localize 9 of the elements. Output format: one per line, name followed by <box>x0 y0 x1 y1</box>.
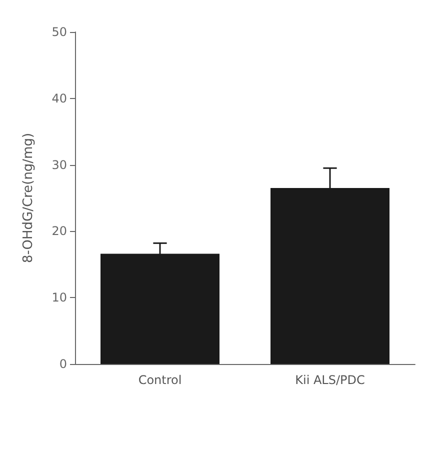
y-tick-label: 50 <box>52 25 67 39</box>
y-axis-title: 8-OHdG/Cre(ng/mg) <box>21 132 36 264</box>
x-tick-label: Kii ALS/PDC <box>295 373 365 387</box>
y-tick-label: 10 <box>52 290 67 305</box>
y-tick-label: 0 <box>59 357 67 371</box>
y-tick-label: 30 <box>52 158 67 172</box>
y-tick-label: 40 <box>52 91 67 106</box>
x-tick-label: Control <box>138 373 182 387</box>
y-tick-label: 20 <box>52 224 67 238</box>
